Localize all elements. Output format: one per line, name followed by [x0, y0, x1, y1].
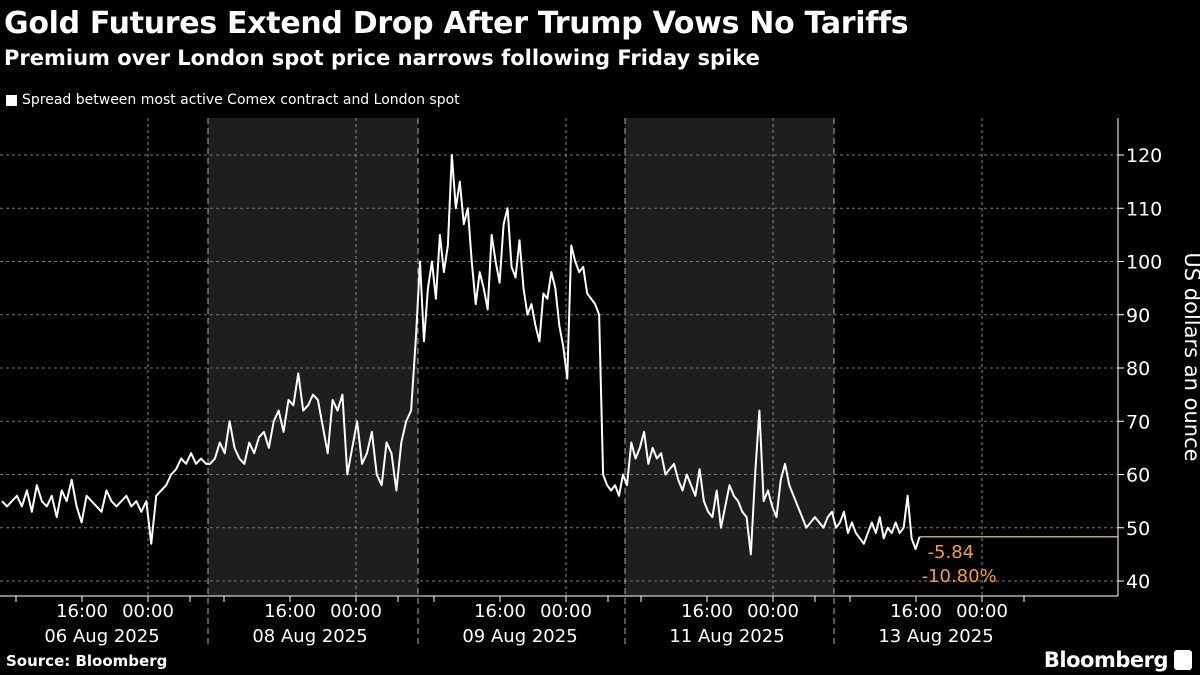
source-note: Source: Bloomberg — [6, 652, 168, 670]
y-tick-label: 70 — [1126, 411, 1150, 433]
legend-label: Spread between most active Comex contrac… — [22, 92, 460, 108]
x-time-label: 00:00 — [122, 601, 174, 622]
legend-swatch — [6, 94, 17, 106]
brand-text: Bloomberg — [1043, 648, 1169, 672]
series-line — [1, 154, 921, 556]
x-time-label: 00:00 — [330, 601, 382, 622]
y-tick-label: 80 — [1126, 358, 1150, 380]
y-tick-label: 100 — [1126, 252, 1162, 274]
x-time-label: 16:00 — [56, 601, 108, 622]
x-date-label: 11 Aug 2025 — [669, 626, 784, 647]
x-date-label: 08 Aug 2025 — [252, 626, 367, 647]
x-date-label: 09 Aug 2025 — [462, 626, 577, 647]
change-pct-annotation: -10.80% — [922, 566, 997, 587]
bloomberg-logo-icon — [1174, 650, 1192, 670]
shaded-session — [208, 118, 418, 596]
shaded-session — [625, 118, 834, 596]
x-time-label: 16:00 — [474, 601, 526, 622]
x-time-label: 00:00 — [540, 601, 592, 622]
x-time-label: 16:00 — [681, 601, 733, 622]
y-tick-label: 120 — [1126, 145, 1162, 167]
chart-title: Gold Futures Extend Drop After Trump Vow… — [4, 6, 909, 41]
y-tick-label: 110 — [1126, 198, 1162, 220]
x-date-label: 13 Aug 2025 — [878, 626, 993, 647]
change-annotation: -5.84 — [928, 542, 975, 563]
y-tick-label: 40 — [1126, 571, 1150, 593]
legend: Spread between most active Comex contrac… — [6, 92, 460, 108]
x-date-label: 06 Aug 2025 — [44, 626, 159, 647]
bloomberg-logo: Bloomberg — [1044, 648, 1192, 672]
x-time-label: 00:00 — [747, 601, 799, 622]
chart-subtitle: Premium over London spot price narrows f… — [4, 46, 760, 70]
y-tick-label: 50 — [1126, 518, 1150, 540]
y-tick-label: 60 — [1126, 465, 1150, 487]
y-axis-title: US dollars an ounce — [1180, 252, 1200, 461]
x-time-label: 16:00 — [890, 601, 942, 622]
y-tick-label: 90 — [1126, 305, 1150, 327]
x-time-label: 00:00 — [956, 601, 1008, 622]
x-time-label: 16:00 — [264, 601, 316, 622]
